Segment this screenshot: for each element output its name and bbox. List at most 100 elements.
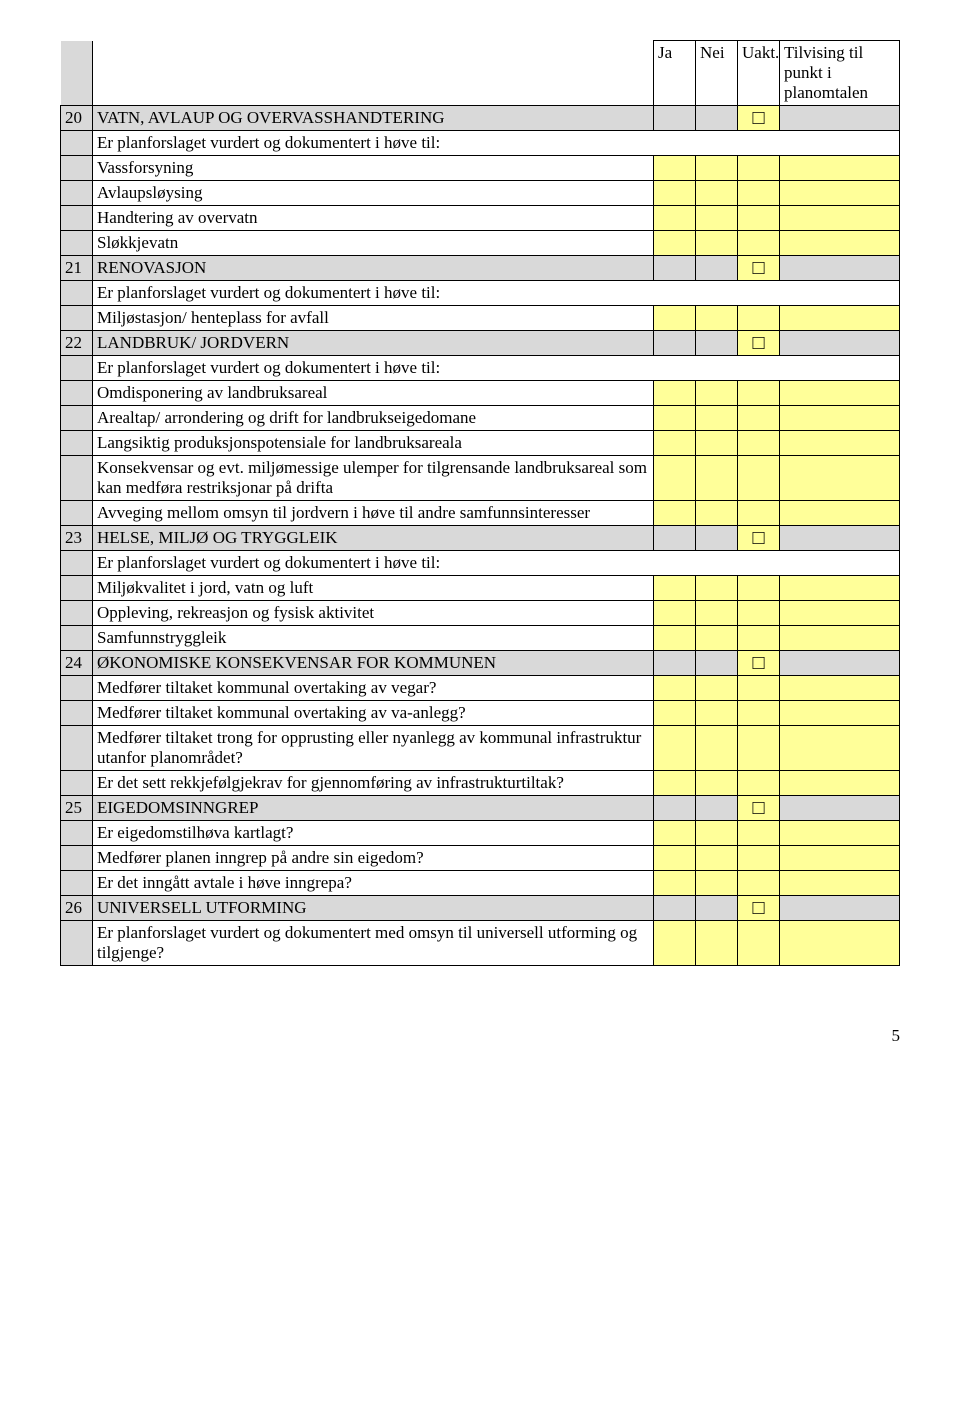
tilv-cell[interactable] <box>780 206 900 231</box>
ja-cell[interactable] <box>654 406 696 431</box>
ja-cell[interactable] <box>654 726 696 771</box>
nei-cell[interactable] <box>696 231 738 256</box>
item-label: Medfører tiltaket trong for opprusting e… <box>93 726 654 771</box>
nei-cell[interactable] <box>696 871 738 896</box>
tilv-cell[interactable] <box>780 576 900 601</box>
tilv-cell[interactable] <box>780 676 900 701</box>
tilv-cell[interactable] <box>780 181 900 206</box>
uakt-cell[interactable] <box>738 156 780 181</box>
tilv-cell[interactable] <box>780 846 900 871</box>
tilv-cell[interactable] <box>780 726 900 771</box>
tilv-cell[interactable] <box>780 771 900 796</box>
uakt-cell[interactable] <box>738 676 780 701</box>
uakt-cell[interactable] <box>738 501 780 526</box>
nei-cell[interactable] <box>696 701 738 726</box>
nei-cell[interactable] <box>696 181 738 206</box>
uakt-cell[interactable] <box>738 456 780 501</box>
ja-cell[interactable] <box>654 576 696 601</box>
nei-cell[interactable] <box>696 626 738 651</box>
section-24-title: ØKONOMISKE KONSEKVENSAR FOR KOMMUNEN <box>93 651 654 676</box>
nei-cell[interactable] <box>696 431 738 456</box>
tilv-cell[interactable] <box>780 431 900 456</box>
section-23-uakt-checkbox[interactable]: □ <box>738 526 780 551</box>
nei-cell[interactable] <box>696 456 738 501</box>
uakt-cell[interactable] <box>738 181 780 206</box>
nei-cell[interactable] <box>696 381 738 406</box>
tilv-cell[interactable] <box>780 406 900 431</box>
ja-cell[interactable] <box>654 501 696 526</box>
nei-cell[interactable] <box>696 676 738 701</box>
nei-cell[interactable] <box>696 306 738 331</box>
section-22-uakt-checkbox[interactable]: □ <box>738 331 780 356</box>
ja-cell[interactable] <box>654 456 696 501</box>
nei-cell[interactable] <box>696 846 738 871</box>
uakt-cell[interactable] <box>738 846 780 871</box>
uakt-cell[interactable] <box>738 381 780 406</box>
uakt-cell[interactable] <box>738 821 780 846</box>
uakt-cell[interactable] <box>738 871 780 896</box>
ja-cell[interactable] <box>654 676 696 701</box>
tilv-cell[interactable] <box>780 306 900 331</box>
ja-cell[interactable] <box>654 701 696 726</box>
ja-cell[interactable] <box>654 231 696 256</box>
table-row: Konsekvensar og evt. miljømessige ulempe… <box>61 456 900 501</box>
table-row: Oppleving, rekreasjon og fysisk aktivite… <box>61 601 900 626</box>
ja-cell[interactable] <box>654 381 696 406</box>
nei-cell[interactable] <box>696 576 738 601</box>
tilv-cell[interactable] <box>780 626 900 651</box>
cell-blank <box>61 771 93 796</box>
uakt-cell[interactable] <box>738 701 780 726</box>
uakt-cell[interactable] <box>738 726 780 771</box>
cell-blank <box>780 526 900 551</box>
uakt-cell[interactable] <box>738 306 780 331</box>
uakt-cell[interactable] <box>738 406 780 431</box>
tilv-cell[interactable] <box>780 456 900 501</box>
section-20-uakt-checkbox[interactable]: □ <box>738 106 780 131</box>
uakt-cell[interactable] <box>738 206 780 231</box>
nei-cell[interactable] <box>696 821 738 846</box>
tilv-cell[interactable] <box>780 501 900 526</box>
uakt-cell[interactable] <box>738 231 780 256</box>
item-label: Er planforslaget vurdert og dokumentert … <box>93 921 654 966</box>
ja-cell[interactable] <box>654 626 696 651</box>
ja-cell[interactable] <box>654 206 696 231</box>
section-24-uakt-checkbox[interactable]: □ <box>738 651 780 676</box>
nei-cell[interactable] <box>696 206 738 231</box>
uakt-cell[interactable] <box>738 601 780 626</box>
nei-cell[interactable] <box>696 726 738 771</box>
cell-blank <box>61 206 93 231</box>
section-21-uakt-checkbox[interactable]: □ <box>738 256 780 281</box>
nei-cell[interactable] <box>696 406 738 431</box>
uakt-cell[interactable] <box>738 576 780 601</box>
tilv-cell[interactable] <box>780 871 900 896</box>
ja-cell[interactable] <box>654 821 696 846</box>
section-26-uakt-checkbox[interactable]: □ <box>738 896 780 921</box>
section-24-title-row: 24 ØKONOMISKE KONSEKVENSAR FOR KOMMUNEN … <box>61 651 900 676</box>
nei-cell[interactable] <box>696 921 738 966</box>
uakt-cell[interactable] <box>738 771 780 796</box>
uakt-cell[interactable] <box>738 626 780 651</box>
ja-cell[interactable] <box>654 921 696 966</box>
tilv-cell[interactable] <box>780 821 900 846</box>
ja-cell[interactable] <box>654 306 696 331</box>
section-25-uakt-checkbox[interactable]: □ <box>738 796 780 821</box>
ja-cell[interactable] <box>654 771 696 796</box>
tilv-cell[interactable] <box>780 156 900 181</box>
tilv-cell[interactable] <box>780 231 900 256</box>
tilv-cell[interactable] <box>780 921 900 966</box>
ja-cell[interactable] <box>654 871 696 896</box>
nei-cell[interactable] <box>696 601 738 626</box>
tilv-cell[interactable] <box>780 381 900 406</box>
uakt-cell[interactable] <box>738 431 780 456</box>
uakt-cell[interactable] <box>738 921 780 966</box>
nei-cell[interactable] <box>696 156 738 181</box>
tilv-cell[interactable] <box>780 701 900 726</box>
ja-cell[interactable] <box>654 601 696 626</box>
ja-cell[interactable] <box>654 181 696 206</box>
tilv-cell[interactable] <box>780 601 900 626</box>
nei-cell[interactable] <box>696 501 738 526</box>
ja-cell[interactable] <box>654 156 696 181</box>
nei-cell[interactable] <box>696 771 738 796</box>
ja-cell[interactable] <box>654 431 696 456</box>
ja-cell[interactable] <box>654 846 696 871</box>
